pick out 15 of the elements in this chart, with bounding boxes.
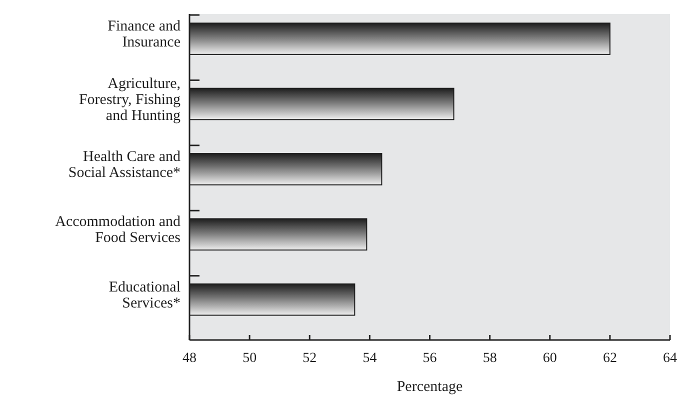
y-tick-label: Educational Services* (108, 279, 180, 312)
x-tick-label: 58 (482, 351, 497, 366)
x-axis-title: Percentage (396, 379, 463, 395)
x-tick-label: 60 (542, 351, 557, 366)
y-tick-label: Agriculture, Forestry, Fishing and Hunting (78, 76, 181, 124)
x-tick-label: 54 (362, 351, 377, 366)
x-tick-label: 56 (422, 351, 437, 366)
x-tick-label: 62 (602, 351, 617, 366)
x-tick-label: 52 (302, 351, 317, 366)
y-tick-label: Finance and Insurance (108, 18, 181, 51)
x-tick-label: 64 (663, 351, 677, 366)
y-tick-label: Health Care and Social Assistance* (68, 148, 181, 181)
x-tick-label: 50 (242, 351, 257, 366)
x-tick-label: 48 (182, 351, 196, 366)
y-tick-label: Accommodation and Food Services (55, 214, 181, 246)
